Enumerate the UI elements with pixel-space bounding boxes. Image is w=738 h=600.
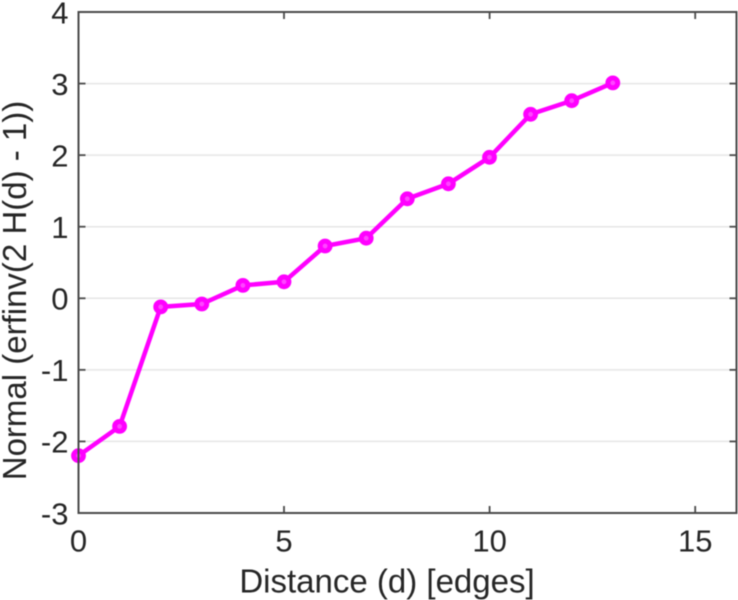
svg-text:3: 3 [51, 67, 68, 102]
svg-text:2: 2 [51, 138, 68, 173]
svg-text:15: 15 [678, 524, 712, 559]
svg-text:-2: -2 [41, 425, 69, 460]
svg-text:Normal (erfinv(2 H(d) - 1)): Normal (erfinv(2 H(d) - 1)) [0, 101, 33, 481]
svg-text:Distance (d) [edges]: Distance (d) [edges] [239, 563, 534, 600]
svg-text:5: 5 [275, 524, 292, 559]
svg-text:10: 10 [472, 524, 506, 559]
svg-text:4: 4 [51, 0, 68, 30]
svg-text:1: 1 [51, 210, 68, 245]
svg-text:0: 0 [70, 524, 87, 559]
svg-text:0: 0 [51, 282, 68, 317]
svg-text:-3: -3 [41, 496, 69, 531]
svg-text:-1: -1 [41, 353, 69, 388]
